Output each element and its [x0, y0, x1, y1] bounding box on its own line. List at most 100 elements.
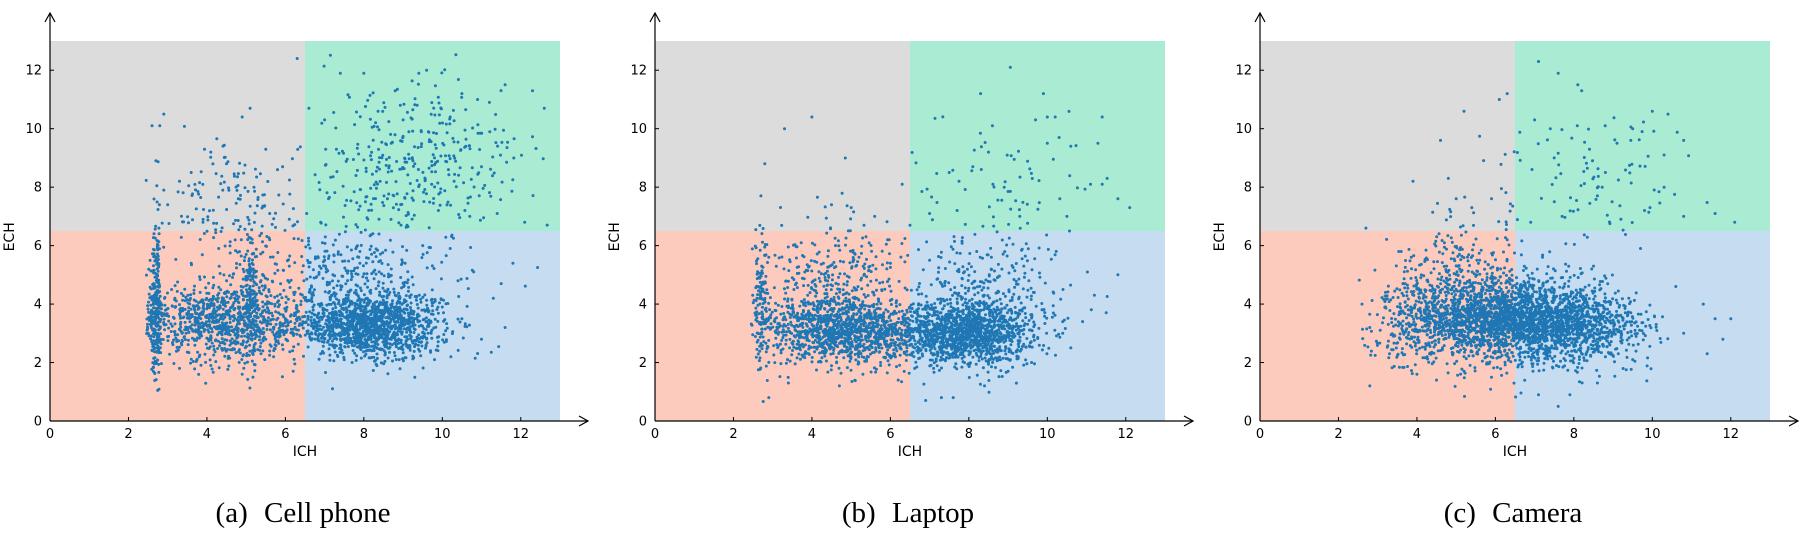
data-point: [317, 319, 321, 323]
data-point: [951, 328, 954, 332]
data-point: [389, 312, 393, 316]
data-point: [998, 311, 1002, 315]
data-point: [151, 328, 155, 332]
data-point: [181, 298, 185, 302]
data-point: [253, 270, 257, 274]
data-point: [281, 202, 285, 206]
data-point: [471, 126, 475, 130]
data-point: [496, 144, 500, 148]
data-point: [444, 159, 448, 163]
data-point: [352, 269, 356, 273]
data-point: [369, 288, 373, 292]
data-point: [243, 163, 247, 167]
data-point: [410, 79, 414, 83]
data-point: [221, 188, 225, 192]
data-point: [256, 316, 260, 319]
data-point: [361, 275, 365, 279]
data-point: [470, 166, 474, 170]
data-point: [987, 390, 991, 394]
data-point: [968, 315, 972, 319]
data-point: [190, 263, 193, 267]
data-point: [430, 304, 434, 308]
data-point: [179, 325, 183, 329]
data-point: [249, 330, 253, 333]
data-point: [324, 267, 328, 271]
data-point: [177, 339, 181, 343]
data-point: [167, 326, 171, 330]
data-point: [189, 171, 193, 174]
data-point: [318, 324, 322, 328]
data-point: [343, 230, 347, 234]
data-point: [497, 345, 501, 349]
data-point: [153, 346, 157, 350]
data-point: [201, 301, 205, 305]
data-point: [433, 84, 437, 88]
data-point: [462, 181, 466, 185]
data-point: [407, 152, 411, 156]
data-point: [397, 291, 401, 295]
y-tick-label: 10: [25, 122, 42, 137]
data-point: [971, 165, 975, 169]
data-point: [368, 93, 372, 97]
data-point: [350, 361, 354, 364]
data-point: [448, 117, 452, 121]
data-point: [1059, 297, 1063, 301]
data-point: [970, 322, 974, 326]
data-point: [411, 198, 415, 202]
data-point: [338, 318, 342, 322]
data-point: [303, 298, 307, 302]
data-point: [220, 348, 224, 352]
data-point: [488, 191, 491, 195]
data-point: [314, 255, 317, 259]
data-point: [464, 108, 468, 112]
data-point: [944, 337, 948, 341]
data-point: [270, 222, 274, 226]
data-point: [346, 279, 350, 283]
data-point: [436, 344, 440, 348]
data-point: [186, 215, 190, 219]
data-point: [452, 179, 456, 183]
data-point: [216, 339, 220, 343]
data-point: [274, 310, 278, 314]
data-point: [200, 298, 204, 302]
data-point: [198, 275, 202, 279]
data-point: [421, 170, 425, 174]
data-point: [953, 352, 956, 356]
data-point: [328, 343, 332, 347]
data-point: [264, 147, 268, 151]
data-point: [358, 316, 362, 320]
data-point: [948, 353, 952, 357]
data-point: [391, 317, 395, 321]
data-point: [358, 341, 362, 345]
data-point: [367, 208, 371, 212]
data-point: [261, 327, 265, 330]
data-point: [1030, 361, 1034, 364]
data-point: [924, 399, 928, 402]
data-point: [459, 148, 463, 152]
data-point: [416, 306, 420, 310]
data-point: [390, 140, 394, 144]
data-point: [388, 342, 392, 346]
data-point: [362, 71, 366, 75]
data-point: [468, 195, 472, 199]
data-point: [986, 370, 990, 374]
data-point: [354, 358, 358, 362]
data-point: [252, 348, 256, 351]
data-point: [194, 299, 198, 303]
data-point: [243, 255, 247, 259]
data-point: [382, 327, 386, 331]
data-point: [1016, 327, 1020, 330]
data-point: [431, 309, 435, 313]
data-point: [348, 313, 352, 317]
data-point: [1069, 144, 1073, 148]
data-point: [1023, 312, 1027, 315]
data-point: [212, 221, 216, 225]
data-point: [500, 140, 504, 144]
data-point: [250, 261, 254, 265]
data-point: [166, 339, 170, 343]
data-point: [935, 310, 939, 314]
data-point: [416, 146, 420, 149]
data-point: [154, 224, 158, 228]
data-point: [352, 344, 356, 348]
data-point: [155, 200, 159, 204]
